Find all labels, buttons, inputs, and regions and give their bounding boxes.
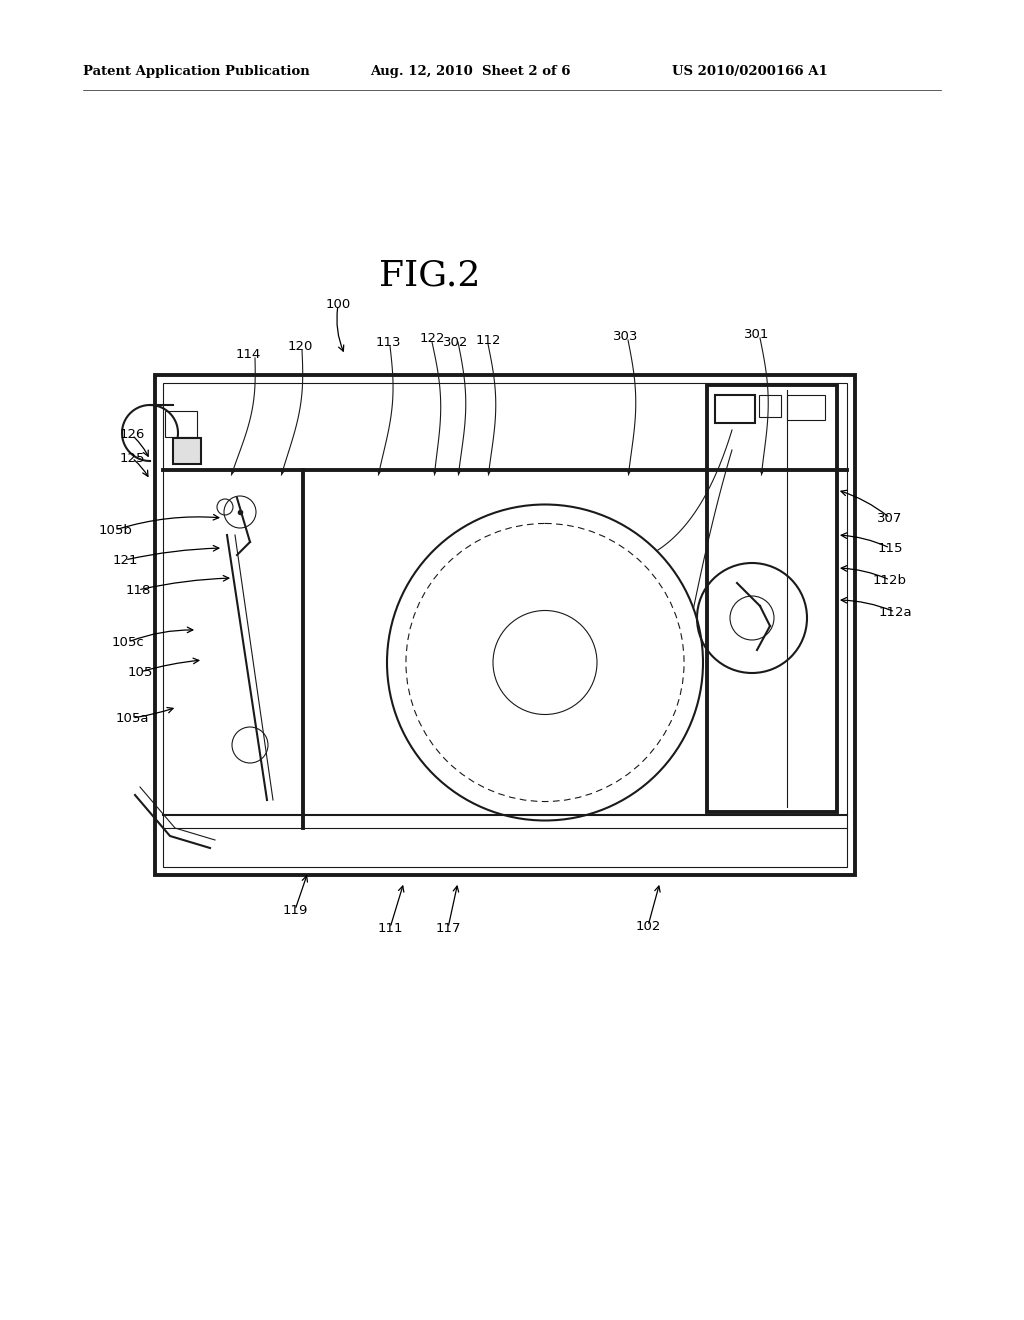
Text: Aug. 12, 2010  Sheet 2 of 6: Aug. 12, 2010 Sheet 2 of 6 (370, 66, 570, 78)
Polygon shape (173, 438, 201, 465)
Text: 119: 119 (283, 903, 307, 916)
Text: 112a: 112a (879, 606, 911, 619)
Text: FIG.2: FIG.2 (379, 257, 480, 292)
Text: 307: 307 (878, 511, 903, 524)
Text: 105a: 105a (116, 711, 148, 725)
Text: 100: 100 (326, 298, 350, 312)
Text: 125: 125 (119, 451, 144, 465)
Text: 126: 126 (120, 429, 144, 441)
Text: 303: 303 (613, 330, 639, 342)
Text: 105c: 105c (112, 635, 144, 648)
Text: 302: 302 (443, 335, 469, 348)
Text: 118: 118 (125, 583, 151, 597)
Text: 111: 111 (377, 921, 402, 935)
Text: 117: 117 (435, 921, 461, 935)
Text: 105: 105 (127, 665, 153, 678)
Text: 115: 115 (878, 541, 903, 554)
Text: 121: 121 (113, 553, 138, 566)
Text: 113: 113 (375, 335, 400, 348)
Text: 112b: 112b (873, 573, 907, 586)
Text: 114: 114 (236, 348, 261, 362)
Text: 122: 122 (419, 331, 444, 345)
Text: 102: 102 (635, 920, 660, 932)
Text: 105b: 105b (98, 524, 132, 536)
Text: 120: 120 (288, 339, 312, 352)
Text: Patent Application Publication: Patent Application Publication (83, 66, 309, 78)
Text: 301: 301 (744, 327, 770, 341)
Text: 112: 112 (475, 334, 501, 346)
Text: US 2010/0200166 A1: US 2010/0200166 A1 (672, 66, 827, 78)
